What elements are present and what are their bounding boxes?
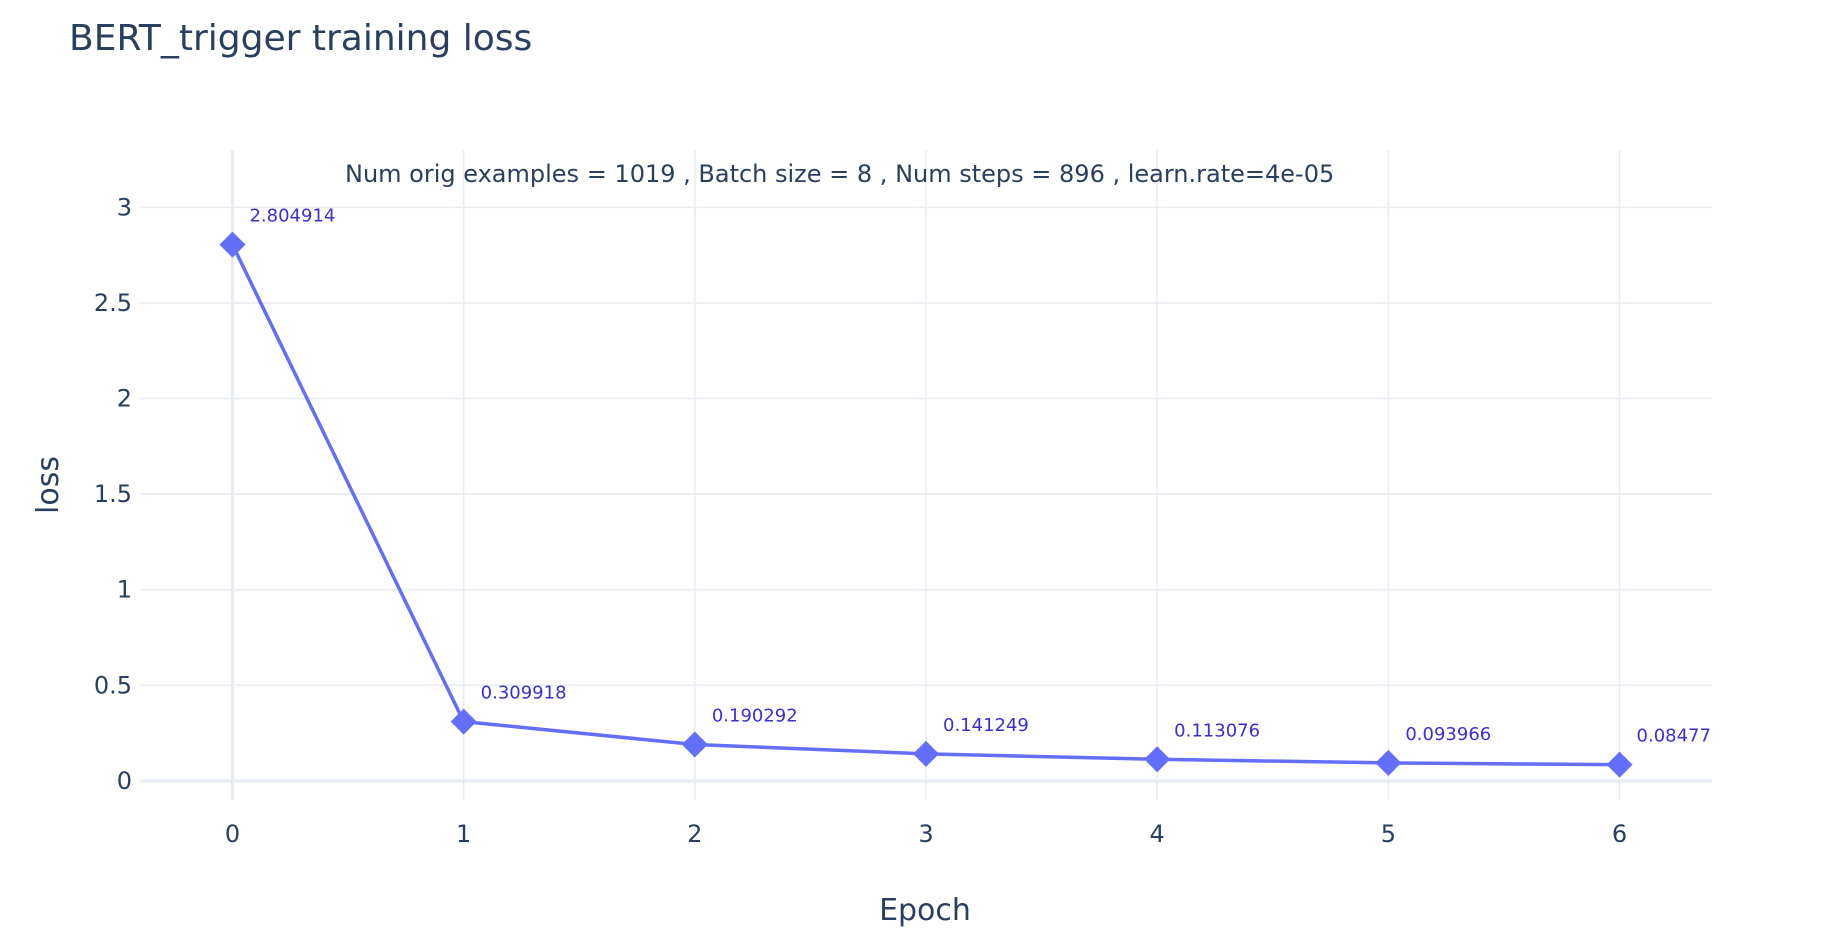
x-tick-label: 5 [1381, 820, 1396, 848]
y-tick-label: 3 [117, 193, 132, 221]
loss-point-marker [681, 731, 708, 758]
x-tick-label: 3 [918, 820, 933, 848]
x-tick-label: 0 [225, 820, 240, 848]
loss-point-marker [1144, 746, 1171, 773]
loss-data-label: 0.309918 [481, 683, 567, 704]
x-tick-label: 6 [1612, 820, 1627, 848]
loss-data-label: 2.804914 [249, 206, 335, 227]
x-tick-label: 4 [1150, 820, 1165, 848]
y-axis-ticks: 0 0.5 1 1.5 2 2.5 3 [94, 193, 132, 795]
x-axis-ticks: 0 1 2 3 4 5 6 [225, 820, 1627, 848]
y-tick-label: 0.5 [94, 671, 132, 699]
grid [140, 150, 1712, 800]
y-tick-label: 1.5 [94, 480, 132, 508]
x-axis-title: Epoch [879, 893, 971, 928]
loss-point-marker [913, 740, 939, 767]
y-tick-label: 2.5 [94, 289, 132, 317]
y-tick-label: 2 [117, 385, 132, 413]
loss-point-marker [219, 231, 246, 258]
training-parameters-annotation: Num orig examples = 1019 , Batch size = … [345, 160, 1334, 188]
loss-data-label: 0.141249 [943, 715, 1029, 736]
loss-data-label: 0.084777 [1637, 726, 1723, 747]
chart-title: BERT_trigger training loss [69, 18, 532, 59]
y-tick-label: 1 [117, 576, 132, 604]
loss-point-marker [1375, 749, 1402, 776]
loss-data-label: 0.113076 [1174, 720, 1260, 741]
loss-data-label: 0.190292 [712, 706, 798, 727]
loss-point-marker [1606, 751, 1633, 778]
loss-series: 2.804914 0.309918 0.190292 0.141249 0.113076… [219, 206, 1723, 778]
y-tick-label: 0 [117, 767, 132, 795]
x-tick-label: 2 [687, 820, 702, 848]
y-axis-title: loss [31, 456, 66, 514]
x-tick-label: 1 [456, 820, 471, 848]
loss-point-marker [450, 708, 477, 735]
loss-data-label: 0.093966 [1405, 724, 1491, 745]
